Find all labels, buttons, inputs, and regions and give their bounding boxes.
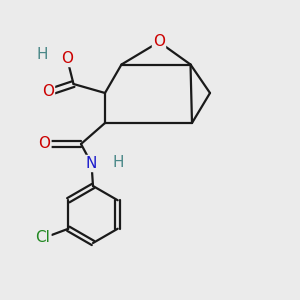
Text: O: O <box>42 84 54 99</box>
Text: Cl: Cl <box>35 230 50 245</box>
Text: N: N <box>86 156 97 171</box>
Text: H: H <box>36 46 48 62</box>
Text: O: O <box>61 51 74 66</box>
Text: H: H <box>113 155 124 170</box>
Text: O: O <box>153 34 165 50</box>
Text: O: O <box>38 136 50 152</box>
